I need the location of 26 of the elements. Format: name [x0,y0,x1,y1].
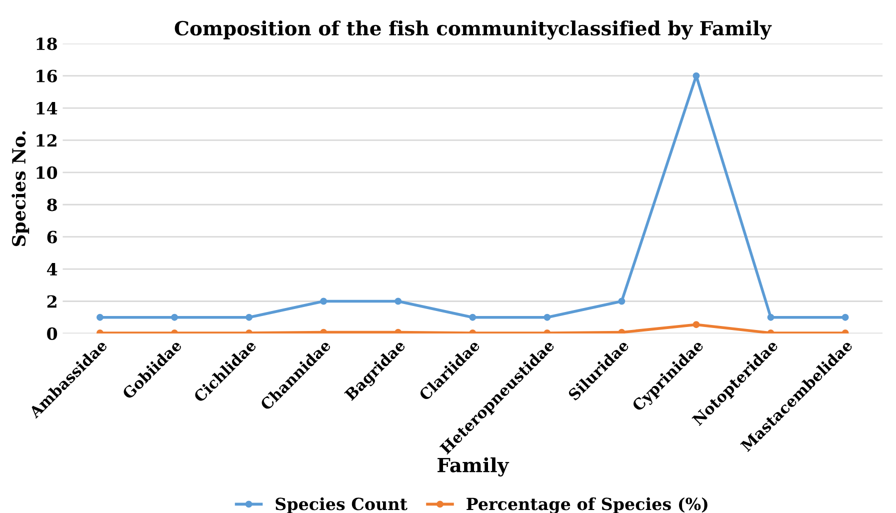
point [692,321,700,328]
y-tick-label: 8 [47,198,57,212]
x-axis-title: Family [438,457,510,476]
y-tick-label: 16 [36,70,57,82]
point [96,314,104,321]
y-tick-label: 12 [36,134,56,147]
point [469,314,476,321]
y-tick-label: 2 [47,295,56,308]
y-tick-label: 14 [36,102,58,114]
point [320,298,328,305]
legend-label: Species Count [276,497,408,513]
chart-title: Composition of the fish communityclassified by Family [174,20,772,40]
y-tick-label: 10 [36,166,58,179]
point [767,314,774,321]
y-tick-label: 18 [36,38,57,50]
y-tick-label: 4 [46,263,58,276]
point [544,314,551,321]
point [618,298,626,305]
point [842,314,849,321]
y-tick-label: 6 [47,230,57,244]
point [246,314,253,321]
point [171,314,178,321]
y-tick-label: 0 [47,327,58,340]
point [394,298,402,305]
y-axis-title: Species No. [12,131,30,246]
point [692,72,700,80]
